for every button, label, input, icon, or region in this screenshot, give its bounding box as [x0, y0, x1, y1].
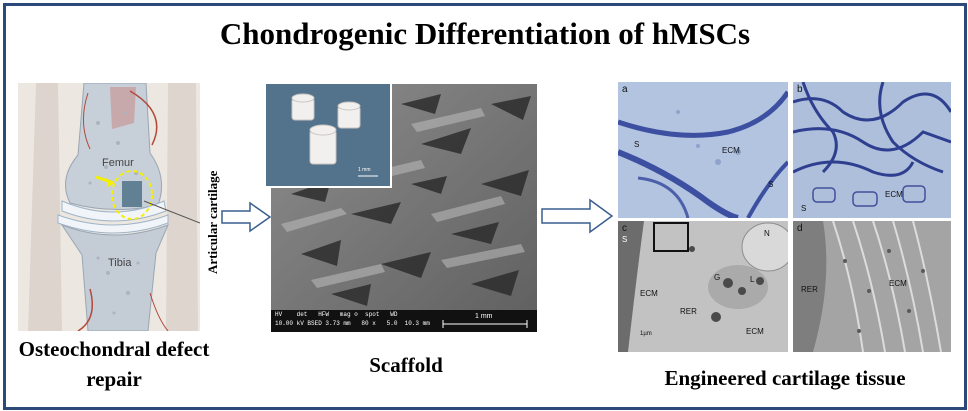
knee-joint-drawing — [18, 83, 200, 331]
electron-micrograph-d — [793, 221, 951, 352]
panel-a-letter: a — [622, 84, 628, 95]
knee-caption-line1: Osteochondral defect — [18, 337, 210, 361]
panel-a-s-label: S — [634, 140, 640, 149]
panel-c-s-label: S — [622, 235, 628, 244]
panel-b-s-label: S — [801, 204, 807, 213]
panel-d-letter: d — [797, 223, 803, 234]
panel-d-ecm-label: ECM — [889, 279, 907, 288]
porous-scaffold-texture — [271, 84, 537, 332]
panel-c-letter: c — [622, 223, 627, 234]
stained-cartilage-a — [618, 82, 788, 218]
sem-info-line2: 10.00 kV BSED 3.73 mm 80 x 5.0 10.3 mm — [275, 320, 430, 327]
articular-cartilage-label: Articular cartilage — [205, 170, 220, 274]
panel-c-l-label: L — [750, 275, 755, 284]
tissue-panel-d: d RER ECM — [793, 221, 951, 352]
arrow-right-icon — [221, 201, 272, 233]
tissue-panel-c: c S N G L ECM RER ECM 1µm — [618, 221, 788, 352]
panel-a-s-label-2: S — [768, 180, 774, 189]
tissue-panel-b: b ECM S — [793, 82, 951, 218]
panel-c-ecm-label-2: ECM — [746, 327, 764, 336]
inset-scale-label: 1 mm — [358, 167, 371, 173]
panel-c-rer-label: RER — [680, 307, 697, 316]
scaffold-photo-inset: 1 mm — [264, 82, 392, 188]
knee-caption-line2: repair — [86, 367, 142, 391]
panel-b-ecm-label: ECM — [885, 190, 903, 199]
tissue-caption: Engineered cartilage tissue — [664, 366, 906, 390]
panel-c-g-label: G — [714, 273, 721, 282]
scaffold-cylinders-photo — [266, 84, 390, 186]
tibia-label: Tibia — [108, 257, 132, 269]
figure-title: Chondrogenic Differentiation of hMSCs — [219, 16, 751, 51]
scaffold-caption: Scaffold — [369, 353, 443, 377]
figure-frame: Chondrogenic Differentiation of hMSCs — [3, 3, 967, 410]
sem-scale-label: 1 mm — [475, 313, 493, 320]
sem-info-line1: HV det HFW mag ⊙ spot WD — [275, 311, 398, 318]
tissue-panel-a: a ECM S S — [618, 82, 788, 218]
panel-d-rer-label: RER — [801, 285, 818, 294]
panel-b-letter: b — [797, 84, 803, 95]
knee-illustration: Femur Tibia — [18, 83, 200, 331]
panel-a-ecm-label: ECM — [722, 146, 740, 155]
scaffold-sem-image: HV det HFW mag ⊙ spot WD 10.00 kV BSED 3… — [271, 84, 537, 332]
panel-c-n-label: N — [764, 229, 770, 238]
arrow-right-icon — [541, 198, 614, 234]
panel-c-scale-label: 1µm — [640, 331, 652, 337]
femur-label: Femur — [102, 157, 134, 169]
stained-cartilage-b — [793, 82, 951, 218]
panel-c-ecm-label: ECM — [640, 289, 658, 298]
electron-micrograph-c — [618, 221, 788, 352]
